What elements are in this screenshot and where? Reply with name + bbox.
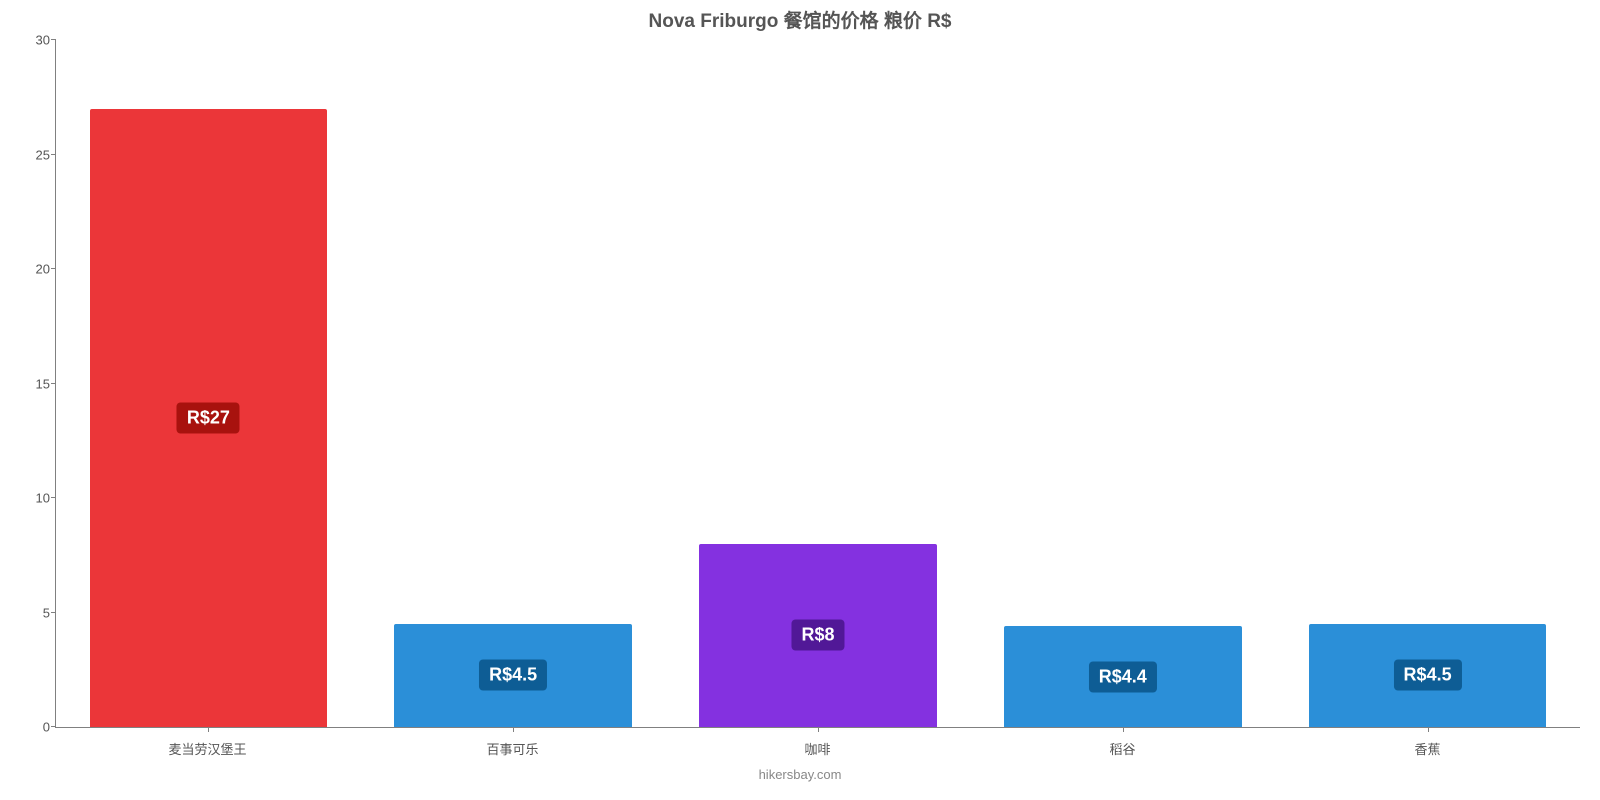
x-axis-category-label: 百事可乐	[360, 739, 665, 758]
x-tick-mark	[1428, 727, 1429, 732]
y-tick-mark	[51, 154, 56, 155]
bar-slot: R$4.5	[1275, 40, 1580, 727]
x-tick-mark	[818, 727, 819, 732]
x-axis-category-label: 稻谷	[970, 739, 1275, 758]
bar-slot: R$8	[666, 40, 971, 727]
bars-container: R$27 R$4.5 R$8 R$4.4 R$4.5	[56, 40, 1580, 727]
x-tick-mark	[1123, 727, 1124, 732]
bar-slot: R$27	[56, 40, 361, 727]
bar: R$27	[90, 109, 328, 727]
y-tick-label: 25	[14, 147, 50, 162]
bar-slot: R$4.5	[361, 40, 666, 727]
x-axis-category-label: 香蕉	[1275, 739, 1580, 758]
y-tick-mark	[51, 39, 56, 40]
bar: R$4.5	[1309, 624, 1547, 727]
bar-value-label: R$27	[177, 402, 240, 433]
chart-title: Nova Friburgo 餐馆的价格 粮价 R$	[0, 6, 1600, 33]
y-tick-mark	[51, 612, 56, 613]
x-axis-category-label: 咖啡	[665, 739, 970, 758]
bar-value-label: R$4.5	[479, 660, 547, 691]
y-tick-mark	[51, 726, 56, 727]
bar-slot: R$4.4	[970, 40, 1275, 727]
x-axis-labels: 麦当劳汉堡王百事可乐咖啡稻谷香蕉	[55, 739, 1580, 758]
y-tick-label: 20	[14, 262, 50, 277]
bar: R$8	[699, 544, 937, 727]
y-tick-label: 10	[14, 491, 50, 506]
y-tick-label: 5	[14, 605, 50, 620]
x-axis-category-label: 麦当劳汉堡王	[55, 739, 360, 758]
x-tick-mark	[208, 727, 209, 732]
y-tick-label: 0	[14, 720, 50, 735]
bar: R$4.4	[1004, 626, 1242, 727]
bar-value-label: R$8	[791, 620, 844, 651]
attribution-text: hikersbay.com	[0, 767, 1600, 782]
x-tick-mark	[513, 727, 514, 732]
plot-area: R$27R$4.5R$8R$4.4R$4.5 051015202530	[55, 40, 1580, 728]
y-tick-mark	[51, 383, 56, 384]
bar-value-label: R$4.4	[1089, 661, 1157, 692]
y-tick-label: 30	[14, 33, 50, 48]
y-tick-label: 15	[14, 376, 50, 391]
bar-value-label: R$4.5	[1394, 660, 1462, 691]
bar: R$4.5	[394, 624, 632, 727]
price-bar-chart: Nova Friburgo 餐馆的价格 粮价 R$ R$27R$4.5R$8R$…	[0, 0, 1600, 800]
y-tick-mark	[51, 268, 56, 269]
y-tick-mark	[51, 497, 56, 498]
